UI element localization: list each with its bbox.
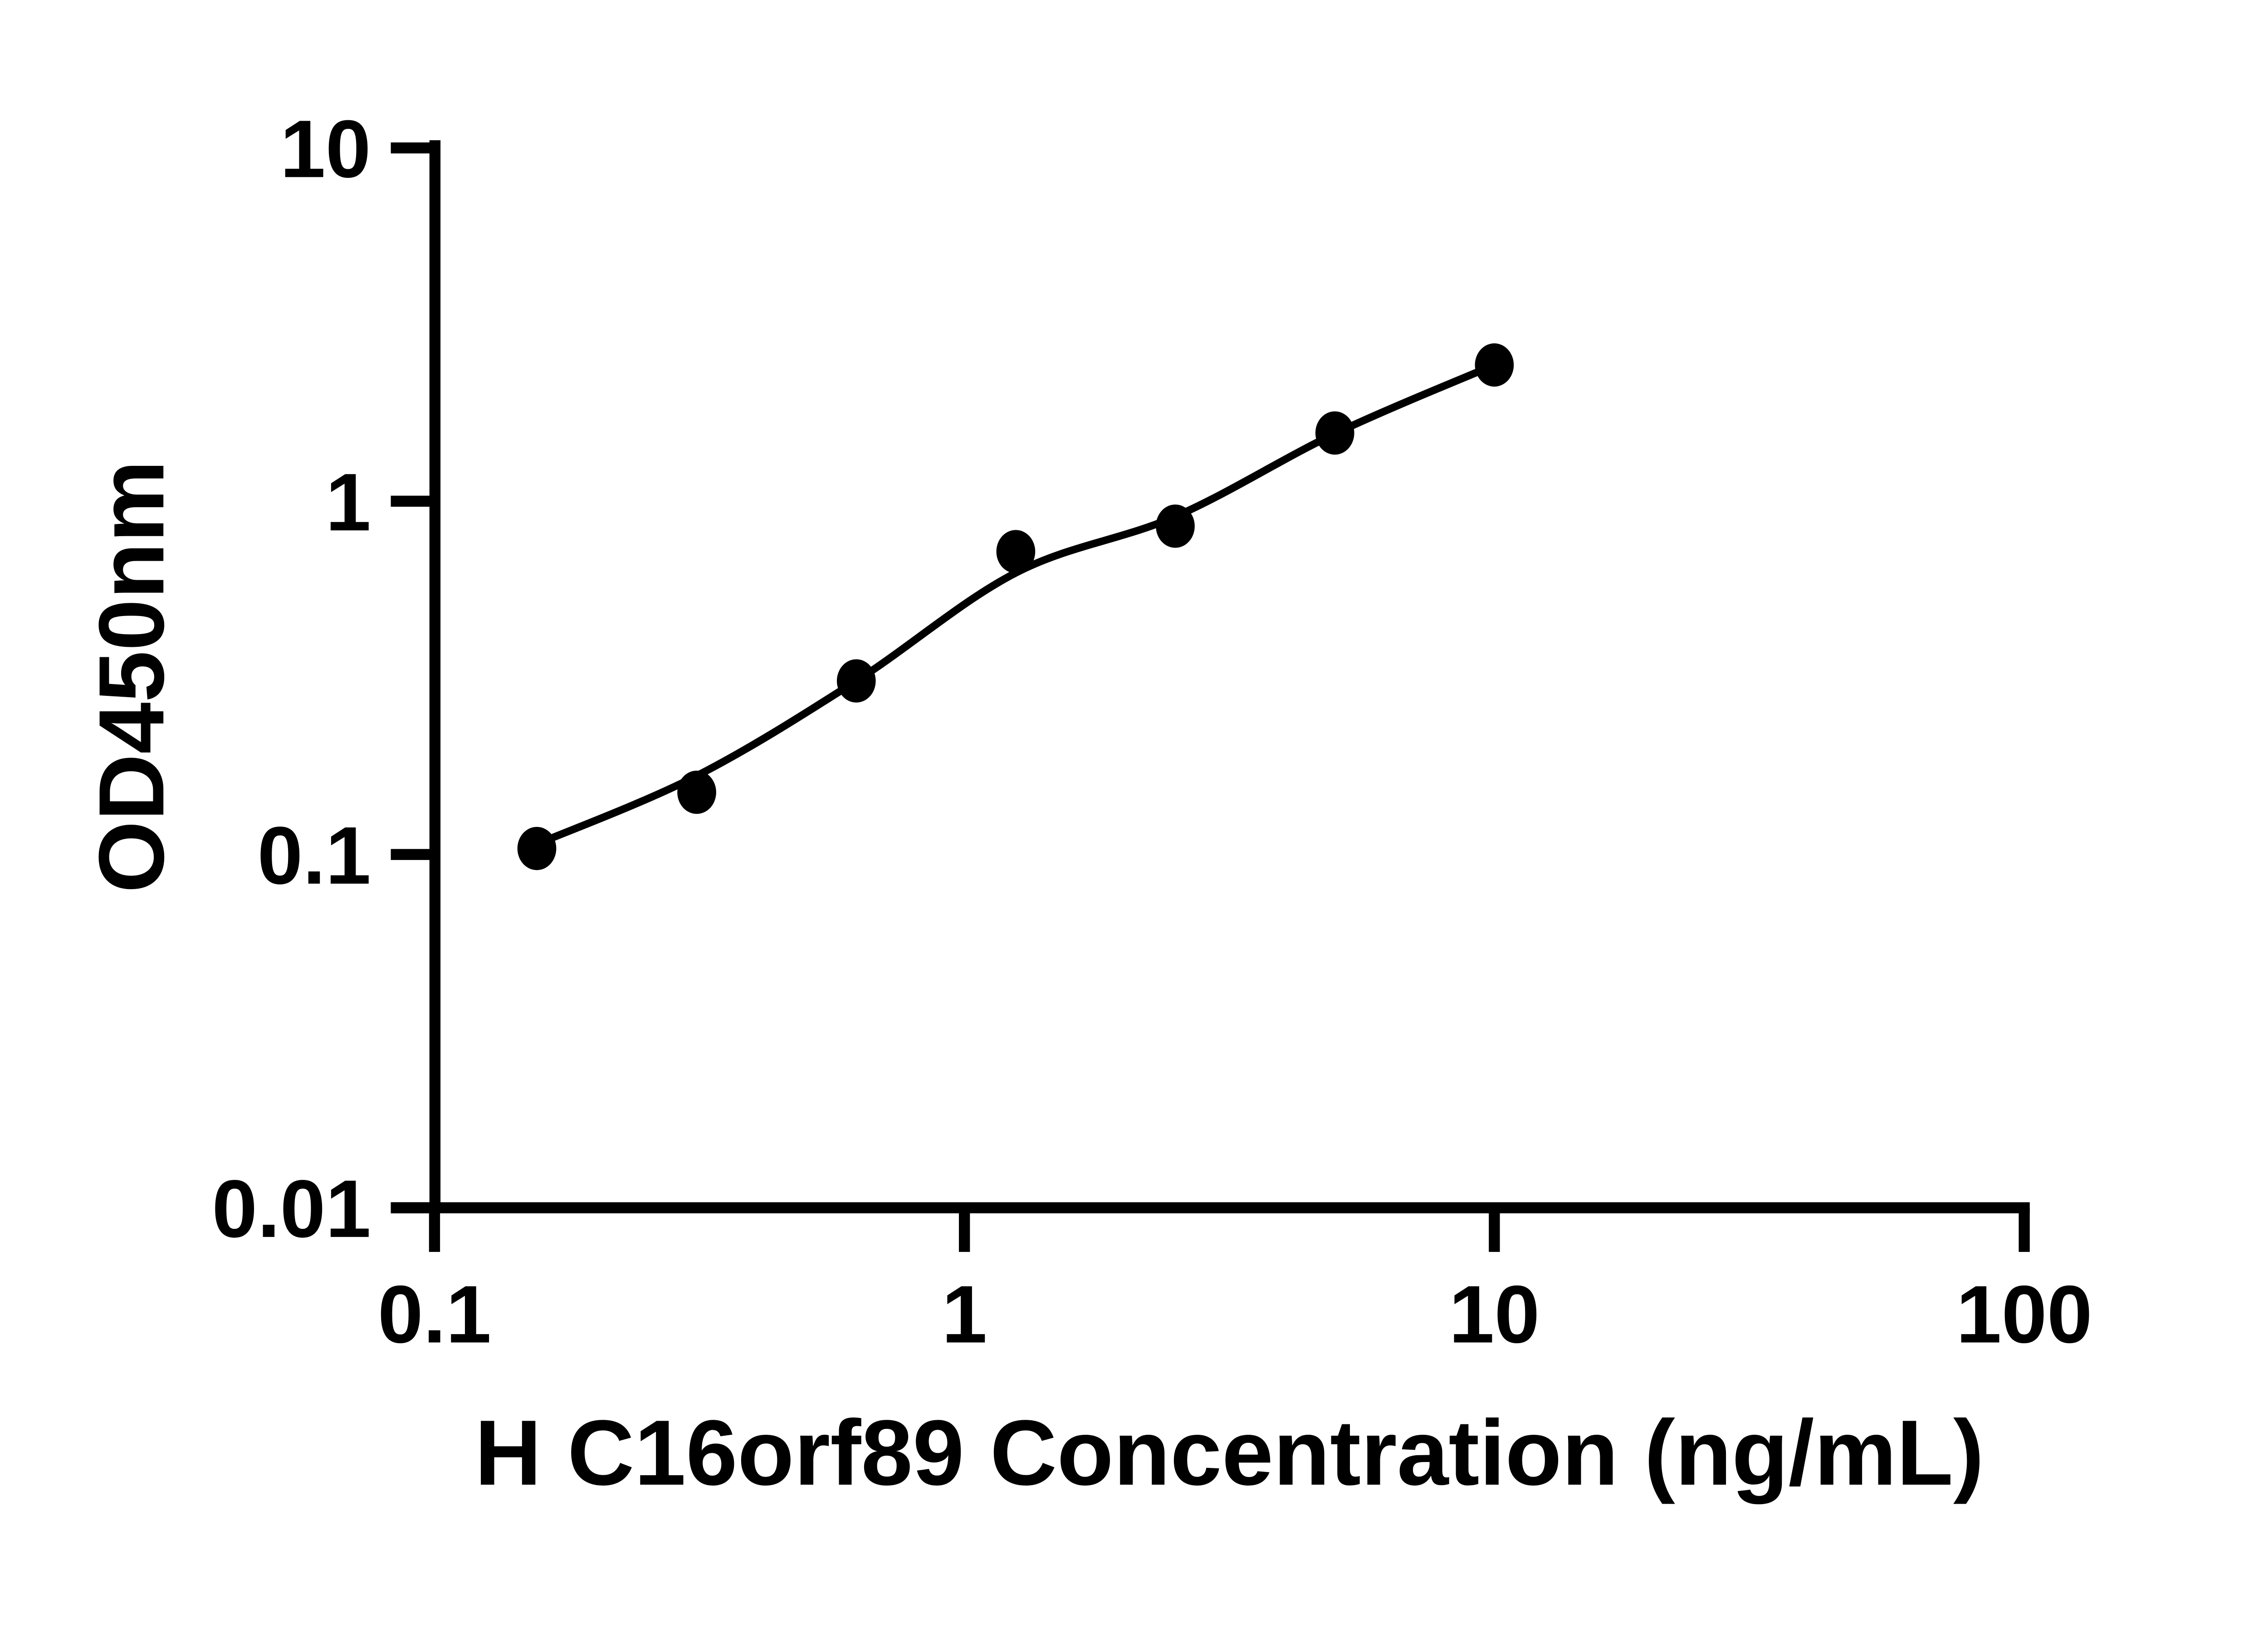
data-point <box>1475 343 1514 387</box>
data-points-group <box>517 343 1514 870</box>
y-axis-title: OD450nm <box>80 460 183 893</box>
data-point <box>1156 504 1195 548</box>
x-tick-label: 10 <box>1449 1269 1540 1360</box>
data-point <box>836 659 876 703</box>
y-tick-label: 10 <box>280 103 371 195</box>
data-point <box>677 770 716 814</box>
x-tick-label: 0.1 <box>378 1269 491 1360</box>
x-tick-label: 1 <box>942 1269 987 1360</box>
data-point <box>517 826 557 870</box>
axes <box>391 140 2030 1213</box>
elisa-standard-curve-figure: 0.01 0.1 1 10 0.1 1 10 100 H C16orf89 Concentra… <box>80 103 2092 1505</box>
data-point <box>1315 411 1354 455</box>
x-axis-title: H C16orf89 Concentration (ng/mL) <box>474 1401 1984 1505</box>
y-tick-label: 1 <box>326 457 371 548</box>
data-point <box>996 530 1036 573</box>
x-tick-label: 100 <box>1956 1269 2092 1360</box>
y-tick-label: 0.01 <box>212 1164 371 1255</box>
y-tick-label: 0.1 <box>257 810 371 901</box>
axis-ticks <box>391 142 2030 1252</box>
